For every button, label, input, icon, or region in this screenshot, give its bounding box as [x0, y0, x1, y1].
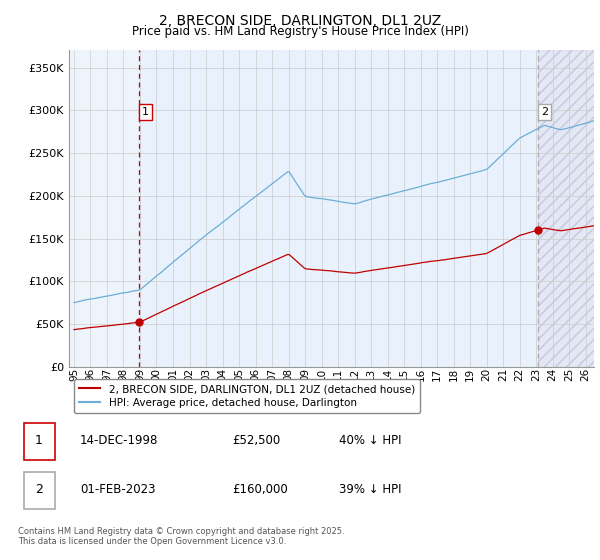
Bar — [139, 50, 538, 367]
Text: 2: 2 — [35, 483, 43, 496]
Bar — [538, 50, 600, 367]
Text: 1: 1 — [35, 434, 43, 447]
Text: 39% ↓ HPI: 39% ↓ HPI — [340, 483, 402, 496]
Text: Price paid vs. HM Land Registry's House Price Index (HPI): Price paid vs. HM Land Registry's House … — [131, 25, 469, 38]
Text: 2: 2 — [541, 107, 548, 117]
Text: 14-DEC-1998: 14-DEC-1998 — [80, 434, 158, 447]
FancyBboxPatch shape — [23, 423, 55, 460]
Text: 1: 1 — [142, 107, 149, 117]
Text: Contains HM Land Registry data © Crown copyright and database right 2025.
This d: Contains HM Land Registry data © Crown c… — [18, 526, 344, 546]
Legend: 2, BRECON SIDE, DARLINGTON, DL1 2UZ (detached house), HPI: Average price, detach: 2, BRECON SIDE, DARLINGTON, DL1 2UZ (det… — [74, 379, 420, 413]
Text: 01-FEB-2023: 01-FEB-2023 — [80, 483, 155, 496]
Text: £52,500: £52,500 — [232, 434, 281, 447]
Text: 2, BRECON SIDE, DARLINGTON, DL1 2UZ: 2, BRECON SIDE, DARLINGTON, DL1 2UZ — [159, 14, 441, 28]
Bar — [538, 50, 600, 367]
Text: 40% ↓ HPI: 40% ↓ HPI — [340, 434, 402, 447]
FancyBboxPatch shape — [23, 472, 55, 509]
Text: £160,000: £160,000 — [232, 483, 288, 496]
